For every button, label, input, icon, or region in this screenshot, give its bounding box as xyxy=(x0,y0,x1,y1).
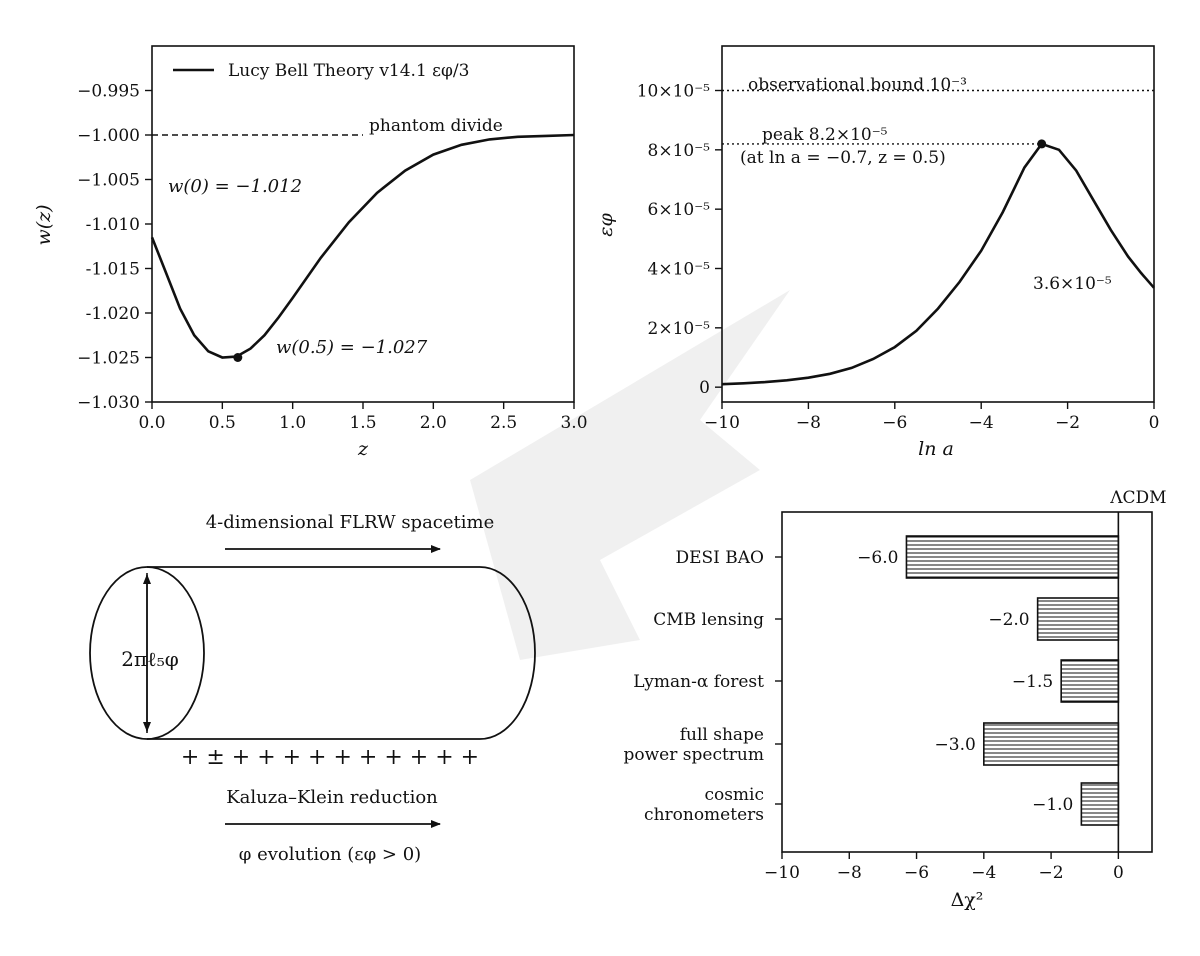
chi2-category-label: power spectrum xyxy=(624,745,764,765)
chi2-bar xyxy=(905,535,1120,579)
epsilon-x-axis-label: ln a xyxy=(918,438,954,460)
epsilon-peak-marker xyxy=(1037,139,1047,149)
delta-chi2-panel: ΛCDM −6.0 DESI BAO −2.0 CMB lensing −1.5 Lyma… xyxy=(624,488,1167,911)
epsilon-y-tick-label: 6×10⁻⁵ xyxy=(648,200,711,220)
evolution-label: φ evolution (εφ > 0) xyxy=(239,844,421,865)
w-y-tick-label: −1.005 xyxy=(77,171,140,191)
chi2-category-label: CMB lensing xyxy=(653,610,764,630)
w-x-tick-label: 2.5 xyxy=(490,413,517,433)
epsilon-x-tick-label: −6 xyxy=(882,413,907,433)
kaluza-klein-diagram: 4-dimensional FLRW spacetime 2πℓ₅φ + ± +… xyxy=(89,512,536,865)
w-minimum-marker xyxy=(233,353,243,362)
w-y-axis-label: w(z) xyxy=(33,204,55,245)
epsilon-y-ticks: 0 2×10⁻⁵ 4×10⁻⁵ 6×10⁻⁵ 8×10⁻⁵ 10×10⁻⁵ xyxy=(637,82,722,398)
diagram-top-label: 4-dimensional FLRW spacetime xyxy=(206,512,495,533)
observational-bound-label: observational bound 10⁻³ xyxy=(748,75,967,95)
chi2-plot-frame xyxy=(781,511,1153,853)
chi2-bar xyxy=(983,722,1120,766)
chi2-x-tick-label: −10 xyxy=(764,863,800,883)
w-of-z-panel: −0.995 −1.000 −1.005 -1.010 -1.015 -1.020 −1.0… xyxy=(33,45,588,460)
chi2-value-label: −1.5 xyxy=(1012,672,1053,692)
cylinder-end-ellipse xyxy=(89,566,205,740)
w-x-axis-label: z xyxy=(357,438,369,460)
cylinder-body xyxy=(147,566,536,740)
sign-row: + ± + + + + + + + + + + xyxy=(181,745,479,770)
chi2-x-tick-label: −8 xyxy=(837,863,862,883)
legend-label: Lucy Bell Theory v14.1 εφ/3 xyxy=(228,61,469,81)
w-x-tick-label: 0.5 xyxy=(209,413,236,433)
epsilon-y-tick-label: 4×10⁻⁵ xyxy=(648,260,711,280)
lcdm-label: ΛCDM xyxy=(1109,488,1166,508)
w-x-ticks: 0.0 0.5 1.0 1.5 2.0 2.5 3.0 xyxy=(138,402,588,433)
w-y-tick-label: −0.995 xyxy=(77,82,140,102)
epsilon-y-axis-label: εφ xyxy=(595,213,617,237)
chi2-category-label: DESI BAO xyxy=(675,548,764,568)
reduction-label: Kaluza–Klein reduction xyxy=(226,787,438,808)
chi2-bar xyxy=(1036,597,1120,641)
epsilon-y-tick-label: 2×10⁻⁵ xyxy=(648,319,711,339)
chi2-x-ticks: −10 −8 −6 −4 −2 0 xyxy=(764,852,1124,883)
chi2-bars: −6.0 DESI BAO −2.0 CMB lensing −1.5 Lyman-α f… xyxy=(624,535,1120,826)
w-x-tick-label: 3.0 xyxy=(560,413,587,433)
w-x-tick-label: 2.0 xyxy=(420,413,447,433)
chi2-x-tick-label: −6 xyxy=(904,863,929,883)
peak-label: peak 8.2×10⁻⁵ xyxy=(762,125,888,145)
chi2-x-tick-label: 0 xyxy=(1113,863,1124,883)
epsilon-x-tick-label: −10 xyxy=(704,413,740,433)
w-y-tick-label: −1.030 xyxy=(77,393,140,413)
chi2-category-label: Lyman-α forest xyxy=(633,672,764,692)
epsilon-curve xyxy=(721,142,1155,386)
chi2-x-tick-label: −4 xyxy=(971,863,996,883)
chi2-category-label: cosmic xyxy=(704,785,764,805)
phantom-divide-label: phantom divide xyxy=(369,116,503,136)
w-x-tick-label: 1.0 xyxy=(279,413,306,433)
epsilon-plot-frame xyxy=(721,45,1155,403)
watermark xyxy=(470,290,790,660)
epsilon-panel: 0 2×10⁻⁵ 4×10⁻⁵ 6×10⁻⁵ 8×10⁻⁵ 10×10⁻⁵ −10 −8 −6… xyxy=(595,45,1159,460)
epsilon-end-label: 3.6×10⁻⁵ xyxy=(1033,274,1112,294)
w-curve xyxy=(150,133,575,359)
chi2-category-label: chronometers xyxy=(644,805,764,825)
epsilon-y-tick-label: 10×10⁻⁵ xyxy=(637,82,710,102)
w-y-ticks: −0.995 −1.000 −1.005 -1.010 -1.015 -1.020 −1.0… xyxy=(77,82,152,413)
chi2-value-label: −1.0 xyxy=(1032,795,1073,815)
chi2-bar xyxy=(1080,782,1120,826)
w-y-tick-label: −1.000 xyxy=(77,126,140,146)
epsilon-x-tick-label: 0 xyxy=(1149,413,1160,433)
chi2-value-label: −2.0 xyxy=(988,610,1029,630)
chi2-bar xyxy=(1060,659,1120,703)
w-x-tick-label: 1.5 xyxy=(349,413,376,433)
w-x-tick-label: 0.0 xyxy=(138,413,165,433)
epsilon-y-tick-label: 8×10⁻⁵ xyxy=(648,141,711,161)
w-y-tick-label: -1.010 xyxy=(86,215,140,235)
w-y-tick-label: -1.015 xyxy=(86,260,140,280)
w0-annotation: w(0) = −1.012 xyxy=(168,176,302,197)
epsilon-x-ticks: −10 −8 −6 −4 −2 0 xyxy=(704,402,1159,433)
w-y-tick-label: -1.020 xyxy=(86,304,140,324)
chi2-x-axis-label: Δχ² xyxy=(951,889,984,911)
epsilon-x-tick-label: −4 xyxy=(969,413,994,433)
epsilon-x-tick-label: −8 xyxy=(796,413,821,433)
w-y-tick-label: −1.025 xyxy=(77,349,140,369)
circumference-label: 2πℓ₅φ xyxy=(121,647,178,671)
w05-annotation: w(0.5) = −1.027 xyxy=(276,337,428,358)
epsilon-x-tick-label: −2 xyxy=(1055,413,1080,433)
chi2-value-label: −6.0 xyxy=(857,548,898,568)
chi2-category-label: full shape xyxy=(680,725,764,745)
chi2-value-label: −3.0 xyxy=(935,735,976,755)
peak-sublabel: (at ln a = −0.7, z = 0.5) xyxy=(740,148,946,168)
epsilon-y-tick-label: 0 xyxy=(699,378,710,398)
chi2-x-tick-label: −2 xyxy=(1039,863,1064,883)
